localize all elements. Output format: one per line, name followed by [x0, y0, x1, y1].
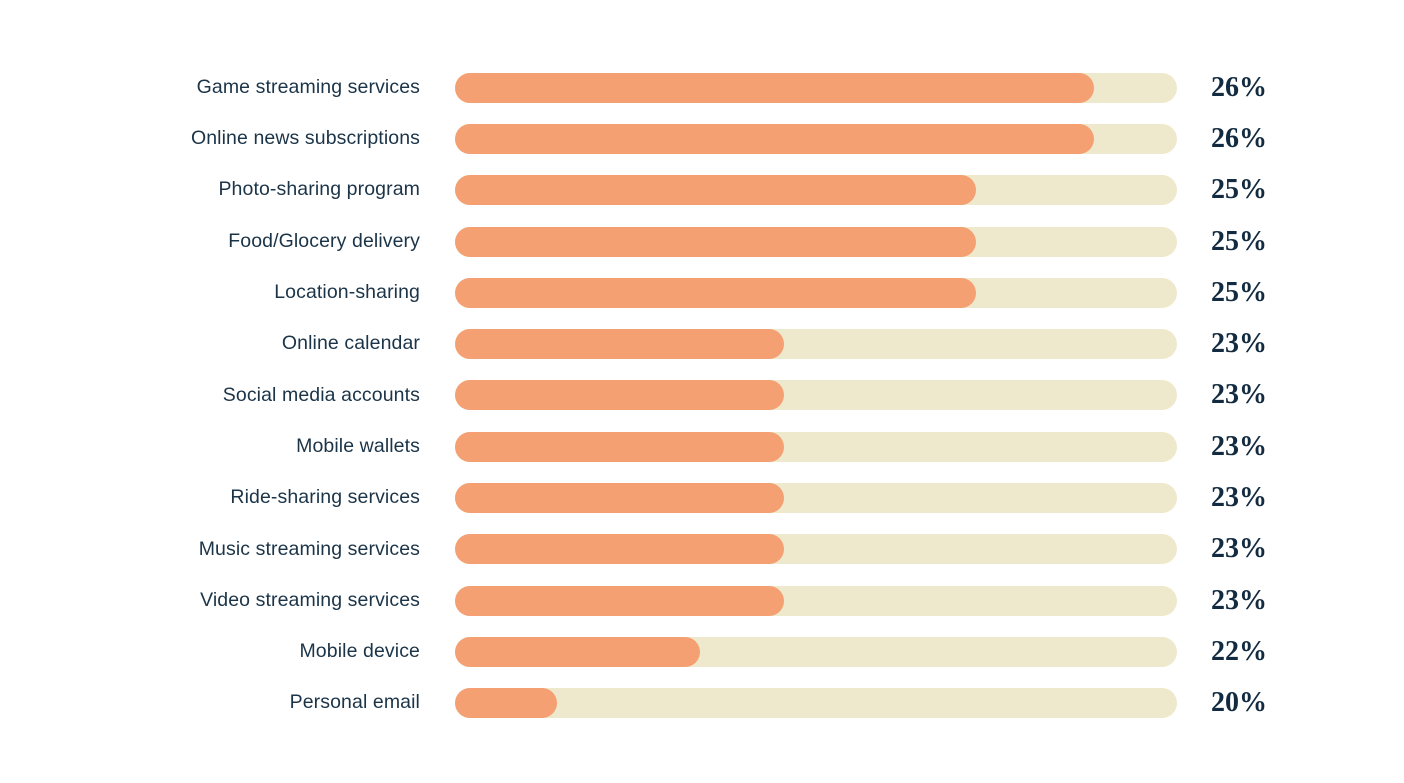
value-label: 23% [1211, 584, 1267, 616]
category-label: Ride-sharing services [230, 486, 420, 509]
bar-fill [455, 585, 785, 616]
bar-fill [455, 226, 977, 257]
category-label: Food/Glocery delivery [228, 229, 420, 252]
bar-track [455, 175, 1177, 206]
bar-fill [455, 431, 785, 462]
category-label: Mobile device [299, 640, 420, 663]
bar-track [455, 380, 1177, 411]
chart-row: Online news subscriptions 26% [0, 113, 1267, 164]
category-label: Social media accounts [222, 383, 420, 406]
chart-row: Food/Glocery delivery 25% [0, 216, 1267, 267]
value-label: 23% [1211, 482, 1267, 514]
chart-row: Mobile wallets 23% [0, 421, 1267, 472]
bar-track [455, 534, 1177, 565]
bar-track [455, 123, 1177, 154]
category-label: Mobile wallets [296, 434, 420, 457]
category-label: Location-sharing [274, 281, 420, 304]
bar-track [455, 329, 1177, 360]
chart-row: Online calendar 23% [0, 318, 1267, 369]
bar-fill [455, 534, 785, 565]
category-label: Video streaming services [200, 588, 420, 611]
bar-fill [455, 636, 700, 667]
bar-fill [455, 72, 1094, 103]
bar-fill [455, 688, 557, 719]
value-label: 22% [1211, 635, 1267, 667]
bar-track [455, 483, 1177, 514]
value-label: 23% [1211, 328, 1267, 360]
category-label: Music streaming services [198, 537, 420, 560]
bar-track [455, 226, 1177, 257]
chart-row: Music streaming services 23% [0, 524, 1267, 575]
chart-row: Social media accounts 23% [0, 370, 1267, 421]
bar-fill [455, 380, 785, 411]
chart-row: Photo-sharing program 25% [0, 165, 1267, 216]
category-label: Photo-sharing program [218, 178, 420, 201]
bar-fill [455, 277, 977, 308]
bar-track [455, 431, 1177, 462]
bar-track [455, 688, 1177, 719]
category-label: Personal email [289, 691, 420, 714]
chart-row: Location-sharing 25% [0, 267, 1267, 318]
bar-fill [455, 483, 785, 514]
category-label: Online news subscriptions [190, 127, 420, 150]
value-label: 20% [1211, 687, 1267, 719]
chart-row: Mobile device 22% [0, 626, 1267, 677]
bar-track [455, 72, 1177, 103]
bar-track [455, 585, 1177, 616]
category-label: Game streaming services [196, 75, 420, 98]
category-label: Online calendar [281, 332, 420, 355]
chart-row: Video streaming services 23% [0, 575, 1267, 626]
chart-row: Personal email 20% [0, 678, 1267, 729]
value-label: 23% [1211, 533, 1267, 565]
value-label: 26% [1211, 71, 1267, 103]
value-label: 25% [1211, 276, 1267, 308]
chart-row: Ride-sharing services 23% [0, 472, 1267, 523]
chart-row: Game streaming services 26% [0, 62, 1267, 113]
bar-fill [455, 329, 785, 360]
bar-track [455, 636, 1177, 667]
value-label: 25% [1211, 225, 1267, 257]
bar-fill [455, 123, 1094, 154]
bar-fill [455, 175, 977, 206]
value-label: 26% [1211, 122, 1267, 154]
value-label: 23% [1211, 379, 1267, 411]
bar-chart: Game streaming services 26% Online news su… [0, 62, 1267, 729]
value-label: 25% [1211, 174, 1267, 206]
value-label: 23% [1211, 430, 1267, 462]
bar-track [455, 277, 1177, 308]
